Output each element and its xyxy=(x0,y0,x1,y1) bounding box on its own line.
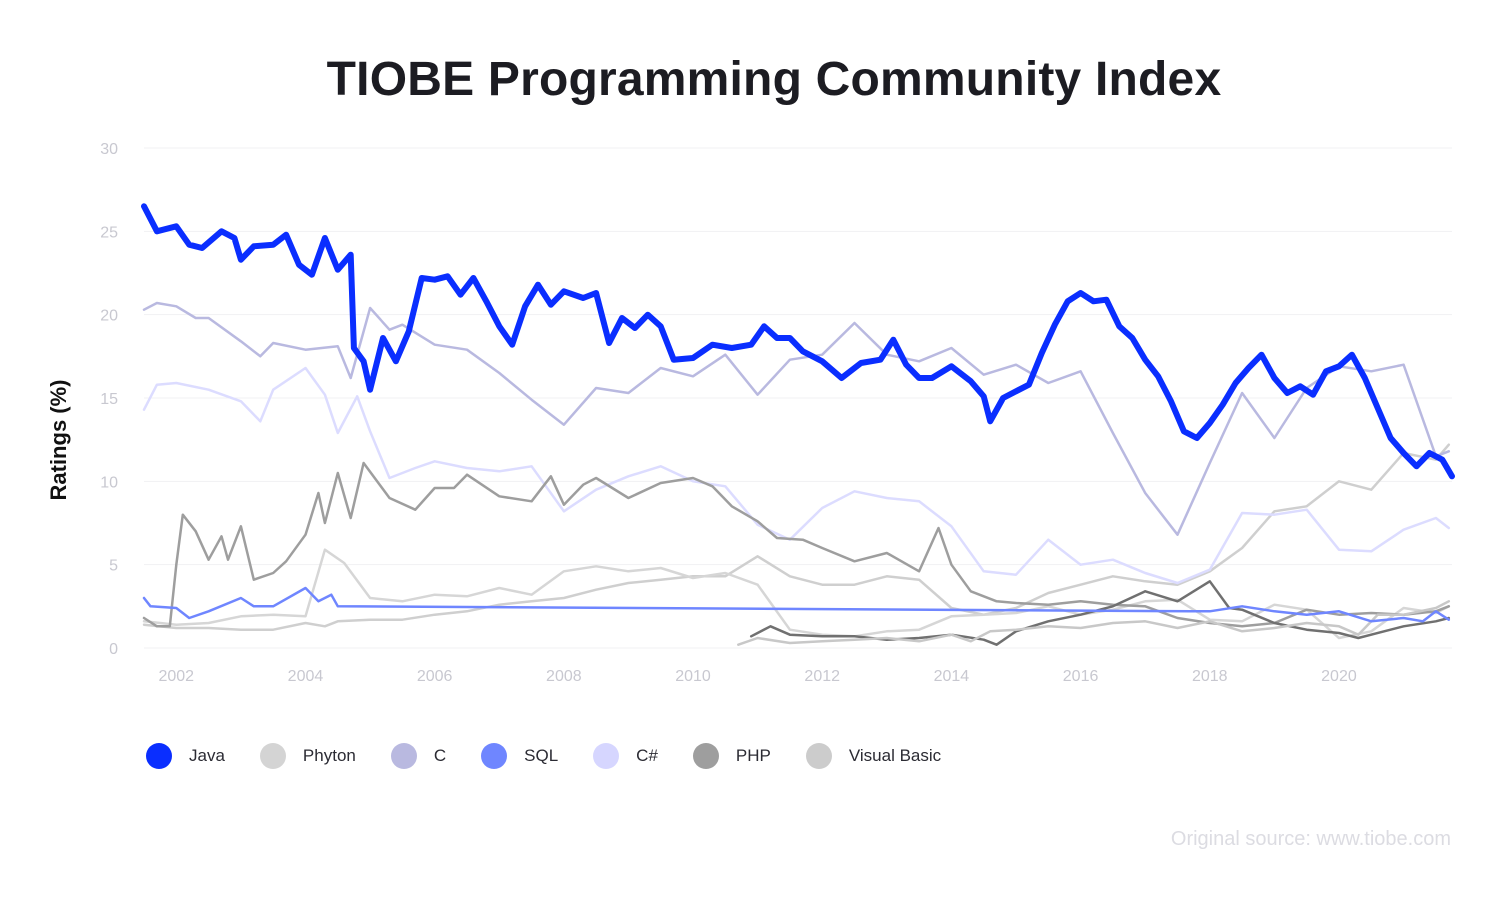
y-axis-label: Ratings (%) xyxy=(46,380,71,501)
legend: Java Phyton C SQL C# PHP Visual Basic xyxy=(146,741,976,771)
legend-swatch xyxy=(259,743,286,769)
x-tick-labels: 2002 2004 2006 2008 2010 2012 2014 2016 2018 2020 xyxy=(158,668,1356,685)
grid-lines xyxy=(144,147,1452,649)
y-tick-labels: 0 5 10 15 20 25 30 xyxy=(100,141,118,658)
legend-label: SQL xyxy=(524,746,559,765)
legend-item-sql: SQL xyxy=(481,743,558,769)
legend-label: PHP xyxy=(735,746,771,765)
legend-item-visual-basic: Visual Basic xyxy=(805,743,942,769)
legend-label: Java xyxy=(189,746,225,765)
series-line-c- xyxy=(142,366,1451,585)
y-tick-label: 15 xyxy=(100,391,118,408)
x-tick-label: 2002 xyxy=(158,668,194,685)
legend-swatch xyxy=(481,743,508,769)
legend-swatch xyxy=(692,743,719,769)
legend-swatch xyxy=(805,743,832,769)
x-tick-label: 2012 xyxy=(804,668,840,685)
series-line-light xyxy=(737,600,1451,646)
x-tick-label: 2010 xyxy=(675,668,711,685)
legend-label: Visual Basic xyxy=(848,746,942,765)
series-line-php xyxy=(142,461,1451,628)
series-line-java xyxy=(141,203,1455,480)
x-tick-label: 2014 xyxy=(934,668,970,685)
y-tick-label: 25 xyxy=(100,224,118,241)
x-tick-label: 2020 xyxy=(1321,668,1357,685)
y-tick-label: 10 xyxy=(100,474,118,491)
x-tick-label: 2018 xyxy=(1192,668,1228,685)
y-tick-label: 5 xyxy=(109,558,118,575)
series-lines xyxy=(141,203,1455,646)
y-tick-label: 30 xyxy=(100,141,118,158)
legend-item-c-: C# xyxy=(593,743,658,769)
legend-label: Phyton xyxy=(302,746,356,765)
series-line-sql xyxy=(142,586,1451,623)
legend-label: C xyxy=(433,746,447,765)
legend-label: C# xyxy=(636,746,658,765)
x-tick-label: 2004 xyxy=(288,668,324,685)
legend-item-phyton: Phyton xyxy=(259,743,356,769)
y-tick-label: 20 xyxy=(100,308,118,325)
legend-swatch xyxy=(593,743,620,769)
series-line-c xyxy=(142,301,1451,536)
x-tick-label: 2006 xyxy=(417,668,453,685)
legend-item-c: C xyxy=(390,743,447,769)
chart-title: TIOBE Programming Community Index xyxy=(326,53,1222,106)
series-line-phyton xyxy=(142,443,1451,631)
series-line-dark xyxy=(749,580,1451,646)
legend-item-php: PHP xyxy=(692,743,771,769)
legend-swatch xyxy=(390,743,417,769)
x-tick-label: 2016 xyxy=(1063,668,1099,685)
legend-swatch xyxy=(146,743,172,769)
source-note: Original source: www.tiobe.com xyxy=(1170,828,1451,850)
legend-item-java: Java xyxy=(146,743,225,769)
y-tick-label: 0 xyxy=(109,641,118,658)
x-tick-label: 2008 xyxy=(546,668,582,685)
series-line-visual-basic xyxy=(142,548,1451,640)
